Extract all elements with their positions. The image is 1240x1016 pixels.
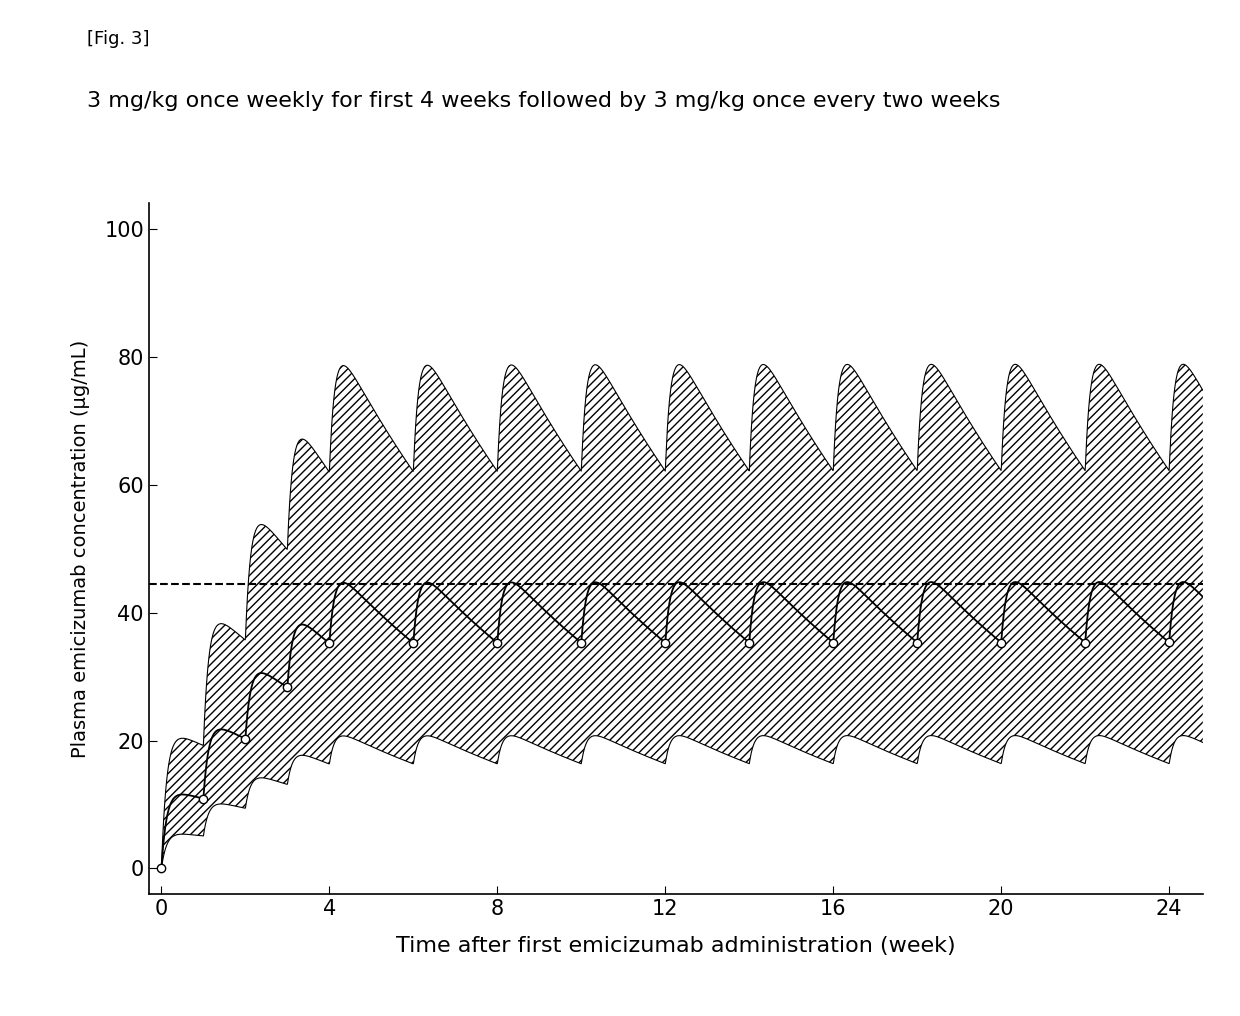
Text: 3 mg/kg once weekly for first 4 weeks followed by 3 mg/kg once every two weeks: 3 mg/kg once weekly for first 4 weeks fo… bbox=[87, 91, 1001, 112]
X-axis label: Time after first emicizumab administration (week): Time after first emicizumab administrati… bbox=[396, 936, 956, 956]
Y-axis label: Plasma emicizumab concentration (μg/mL): Plasma emicizumab concentration (μg/mL) bbox=[71, 339, 91, 758]
Text: [Fig. 3]: [Fig. 3] bbox=[87, 30, 149, 49]
